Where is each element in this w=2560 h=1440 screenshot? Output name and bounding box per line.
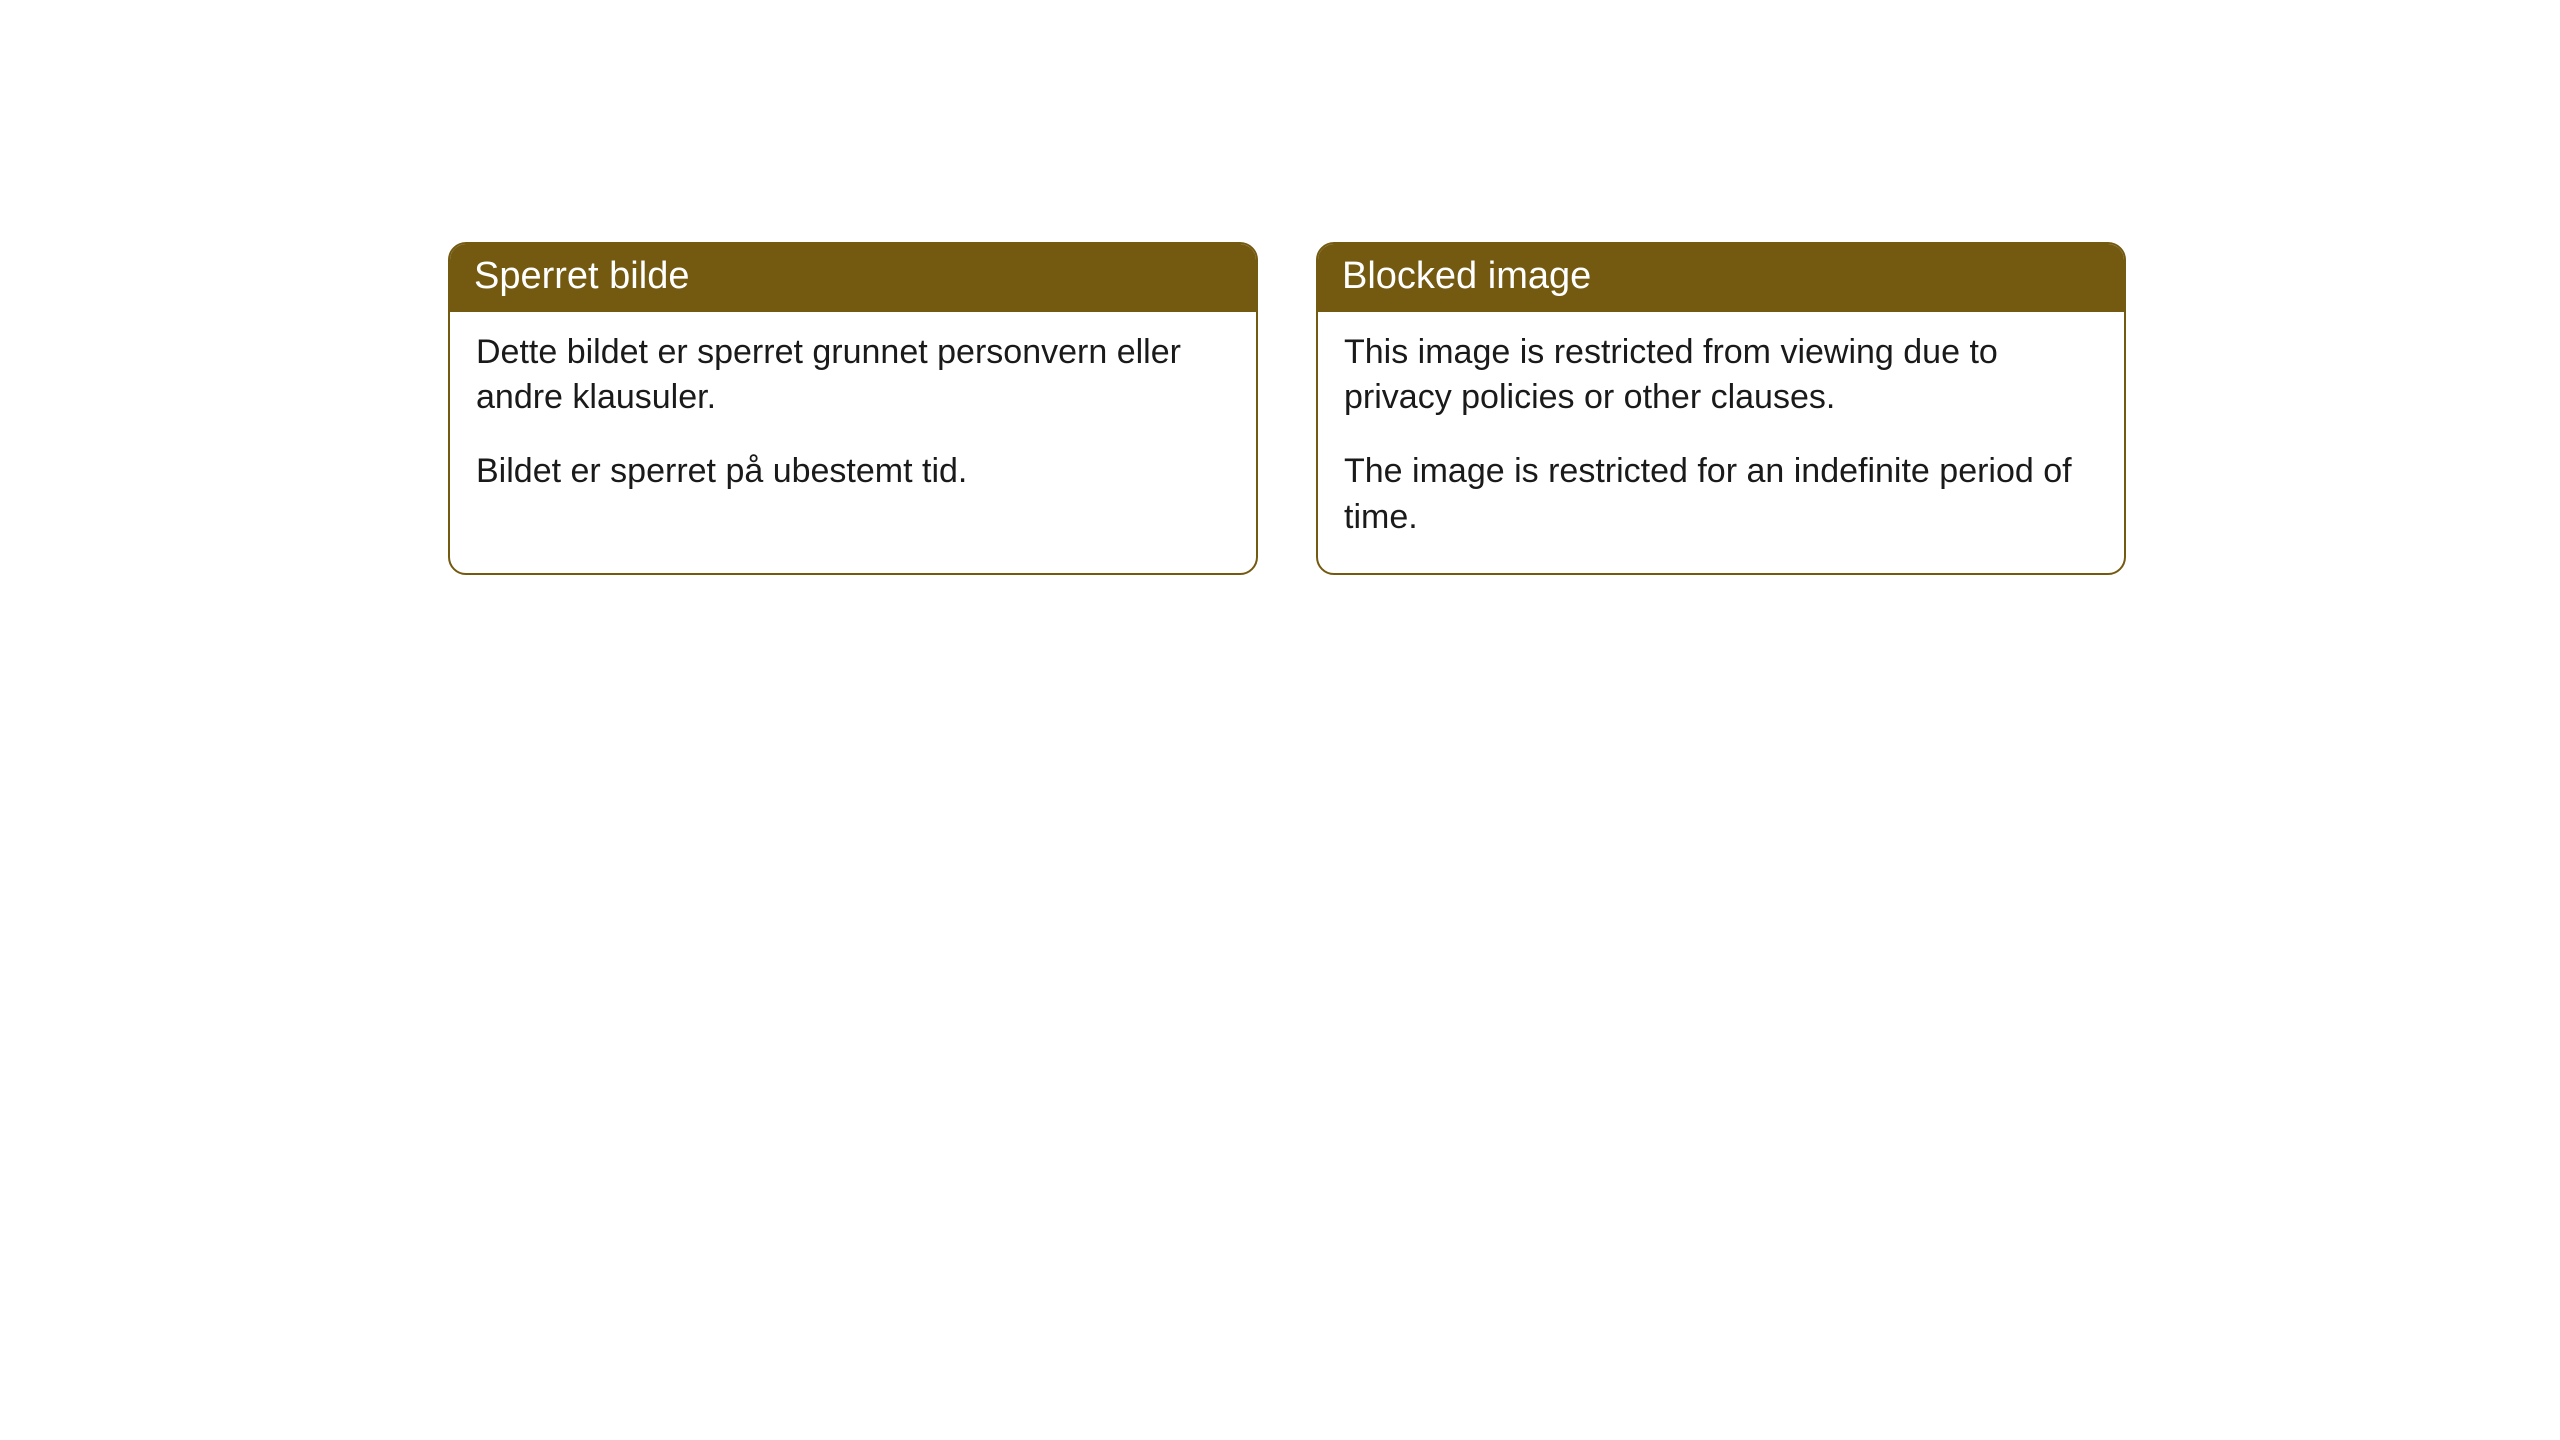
card-paragraph: This image is restricted from viewing du…: [1344, 330, 2098, 422]
card-header-english: Blocked image: [1318, 244, 2124, 312]
notice-cards-container: Sperret bilde Dette bildet er sperret gr…: [448, 242, 2126, 575]
card-paragraph: Dette bildet er sperret grunnet personve…: [476, 330, 1230, 422]
card-paragraph: The image is restricted for an indefinit…: [1344, 449, 2098, 541]
notice-card-norwegian: Sperret bilde Dette bildet er sperret gr…: [448, 242, 1258, 575]
card-header-norwegian: Sperret bilde: [450, 244, 1256, 312]
notice-card-english: Blocked image This image is restricted f…: [1316, 242, 2126, 575]
card-body-english: This image is restricted from viewing du…: [1318, 312, 2124, 574]
card-paragraph: Bildet er sperret på ubestemt tid.: [476, 449, 1230, 495]
card-body-norwegian: Dette bildet er sperret grunnet personve…: [450, 312, 1256, 528]
